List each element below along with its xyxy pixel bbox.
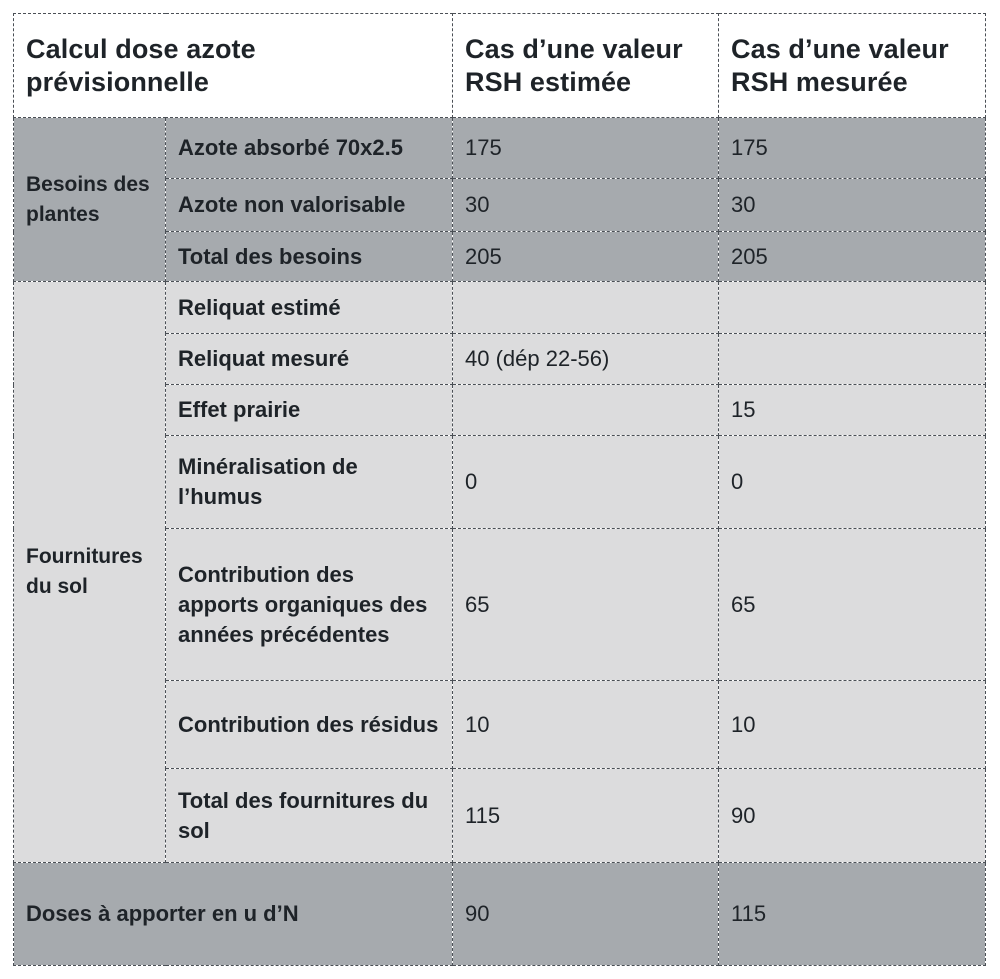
row-label: Contribution des apports organiques des … bbox=[165, 528, 453, 681]
header-rsh-estimee: Cas d’une valeur RSH estimée bbox=[452, 13, 719, 118]
doses-label: Doses à apporter en u d’N bbox=[13, 862, 453, 966]
table-row: Minéralisation de l’humus 0 0 bbox=[13, 435, 986, 529]
row-label: Reliquat estimé bbox=[165, 281, 453, 334]
table-row: Fournitures du sol Reliquat estimé bbox=[13, 281, 986, 863]
table-header-row: Calcul dose azote prévisionnelle Cas d’u… bbox=[13, 13, 986, 118]
table-row: Contribution des résidus 10 10 bbox=[13, 680, 986, 769]
cell-rsh-mesuree bbox=[718, 333, 986, 385]
header-calcul-dose: Calcul dose azote prévisionnelle bbox=[13, 13, 453, 118]
table-row-doses: Doses à apporter en u d’N 90 115 bbox=[13, 862, 986, 966]
cell-rsh-estimee: 30 bbox=[452, 178, 719, 232]
row-label: Minéralisation de l’humus bbox=[165, 435, 453, 529]
group-fournitures-du-sol: Fournitures du sol bbox=[13, 281, 166, 863]
row-label: Total des besoins bbox=[165, 231, 453, 282]
row-label: Contribution des résidus bbox=[165, 680, 453, 769]
row-label: Azote non valorisable bbox=[165, 178, 453, 232]
cell-rsh-estimee: 205 bbox=[452, 231, 719, 282]
cell-rsh-estimee: 175 bbox=[452, 117, 719, 179]
table-row: Effet prairie 15 bbox=[13, 384, 986, 436]
nitrogen-dose-table: Calcul dose azote prévisionnelle Cas d’u… bbox=[13, 13, 986, 966]
row-label: Azote absorbé 70x2.5 bbox=[165, 117, 453, 179]
cell-rsh-mesuree: 30 bbox=[718, 178, 986, 232]
cell-rsh-mesuree: 90 bbox=[718, 768, 986, 863]
cell-rsh-mesuree: 175 bbox=[718, 117, 986, 179]
row-label: Effet prairie bbox=[165, 384, 453, 436]
cell-rsh-mesuree: 0 bbox=[718, 435, 986, 529]
row-label: Reliquat mesuré bbox=[165, 333, 453, 385]
group-besoins-des-plantes: Besoins des plantes bbox=[13, 117, 166, 282]
cell-rsh-mesuree bbox=[718, 281, 986, 334]
cell-rsh-estimee: 90 bbox=[452, 862, 719, 966]
table-row: Total des besoins 205 205 bbox=[13, 231, 986, 282]
table-row: Besoins des plantes Azote absorbé 70x2.5… bbox=[13, 117, 986, 282]
row-label: Total des fournitures du sol bbox=[165, 768, 453, 863]
cell-rsh-mesuree: 65 bbox=[718, 528, 986, 681]
cell-rsh-estimee: 40 (dép 22-56) bbox=[452, 333, 719, 385]
cell-rsh-estimee: 0 bbox=[452, 435, 719, 529]
cell-rsh-estimee: 10 bbox=[452, 680, 719, 769]
cell-rsh-estimee bbox=[452, 384, 719, 436]
header-rsh-mesuree: Cas d’une valeur RSH mesurée bbox=[718, 13, 986, 118]
cell-rsh-mesuree: 15 bbox=[718, 384, 986, 436]
cell-rsh-estimee bbox=[452, 281, 719, 334]
cell-rsh-estimee: 65 bbox=[452, 528, 719, 681]
cell-rsh-mesuree: 10 bbox=[718, 680, 986, 769]
cell-rsh-mesuree: 205 bbox=[718, 231, 986, 282]
cell-rsh-mesuree: 115 bbox=[718, 862, 986, 966]
table-row: Reliquat mesuré 40 (dép 22-56) bbox=[13, 333, 986, 385]
table-row: Total des fournitures du sol 115 90 bbox=[13, 768, 986, 863]
cell-rsh-estimee: 115 bbox=[452, 768, 719, 863]
